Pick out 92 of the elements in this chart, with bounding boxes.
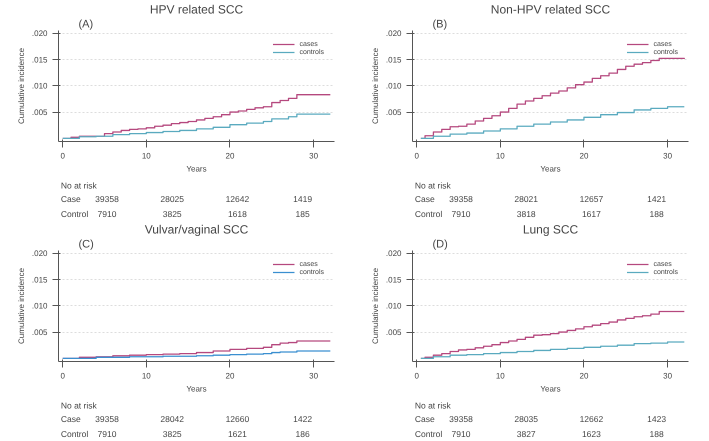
y-tick-label: .015 <box>386 55 402 64</box>
text: Control <box>60 428 88 439</box>
text: 1623 <box>582 428 602 439</box>
x-tick-label: 30 <box>309 152 319 160</box>
text: 188 <box>650 208 664 219</box>
text: 39358 <box>449 414 474 424</box>
chart-title: Non-HPV related SCC <box>490 2 611 16</box>
x-axis-title: Years <box>540 164 561 174</box>
text: Case <box>414 194 435 204</box>
x-tick-label: 0 <box>414 372 420 380</box>
text: 3827 <box>516 428 536 439</box>
y-tick-label: .020 <box>32 249 48 258</box>
x-axis-title: Years <box>186 384 207 394</box>
y-tick-label: .020 <box>386 249 402 258</box>
x-axis-title: Years <box>540 384 561 394</box>
chart-title: Lung SCC <box>522 222 579 236</box>
chart-subtitle: (D) <box>432 238 448 250</box>
text: 12642 <box>226 194 250 204</box>
text: 28025 <box>160 194 184 204</box>
y-tick-label: .015 <box>386 275 402 284</box>
y-tick-label: .010 <box>386 82 402 91</box>
y-tick-label: .010 <box>32 82 48 91</box>
chart-subtitle: (B) <box>432 18 448 30</box>
text: 7910 <box>98 428 117 439</box>
text: 185 <box>296 208 310 219</box>
text: Case <box>60 194 81 204</box>
chart-title: HPV related SCC <box>150 2 244 16</box>
x-axis-title: Years <box>186 164 207 174</box>
x-tick-label: 30 <box>663 372 673 380</box>
y-tick-label: .010 <box>386 302 402 311</box>
x-tick-label: 0 <box>60 372 66 380</box>
text: 186 <box>296 428 310 439</box>
x-tick-label: 20 <box>580 372 589 380</box>
text: 1419 <box>293 194 312 204</box>
y-axis-title: Cumulative incidence <box>16 267 26 344</box>
y-tick-label: .010 <box>32 302 48 311</box>
text: Control <box>414 208 442 219</box>
text: Control <box>414 428 442 439</box>
text: 12660 <box>226 414 250 424</box>
text: 39358 <box>95 194 120 204</box>
text: No at risk <box>414 180 452 190</box>
x-tick-label: 10 <box>496 372 506 380</box>
text: 28021 <box>514 194 538 204</box>
text: 12662 <box>580 414 604 424</box>
text: 7910 <box>98 208 117 219</box>
text: 28035 <box>514 414 538 424</box>
text: 39358 <box>95 414 120 424</box>
x-tick-label: 10 <box>142 372 152 380</box>
chart-title: Vulvar/vaginal SCC <box>144 222 249 236</box>
y-tick-label: .005 <box>386 108 402 118</box>
text: Case <box>60 414 81 424</box>
x-tick-label: 20 <box>226 152 235 160</box>
x-tick-label: 0 <box>60 152 66 160</box>
text: No at risk <box>414 400 452 410</box>
y-tick-label: .005 <box>386 328 402 338</box>
y-tick-label: .020 <box>32 29 48 38</box>
y-axis-title: Cumulative incidence <box>370 47 380 124</box>
text: 3825 <box>162 208 182 219</box>
text: No at risk <box>60 180 98 190</box>
x-tick-label: 30 <box>309 372 319 380</box>
text: 1617 <box>582 208 602 219</box>
text: 7910 <box>452 428 471 439</box>
text: Case <box>414 414 435 424</box>
x-tick-label: 30 <box>663 152 673 160</box>
y-tick-label: .020 <box>386 29 402 38</box>
text: 188 <box>650 428 664 439</box>
text: 1423 <box>647 414 666 424</box>
text: No at risk <box>60 400 98 410</box>
y-tick-label: .005 <box>32 328 48 338</box>
chart-subtitle: (A) <box>78 18 94 30</box>
x-tick-label: 20 <box>580 152 589 160</box>
text: 1421 <box>647 194 666 204</box>
text: 12657 <box>580 194 604 204</box>
text: 1422 <box>293 414 312 424</box>
y-axis-title: Cumulative incidence <box>370 267 380 344</box>
y-tick-label: .015 <box>32 55 48 64</box>
text: 3818 <box>516 208 536 219</box>
x-tick-label: 0 <box>414 152 420 160</box>
y-axis-title: Cumulative incidence <box>16 47 26 124</box>
text: 1618 <box>228 208 248 219</box>
x-tick-label: 10 <box>496 152 506 160</box>
text: 28042 <box>160 414 184 424</box>
text: 7910 <box>452 208 471 219</box>
chart-subtitle: (C) <box>78 238 94 250</box>
text: 3825 <box>162 428 182 439</box>
x-tick-label: 20 <box>226 372 235 380</box>
text: 39358 <box>449 194 474 204</box>
y-tick-label: .005 <box>32 108 48 118</box>
text: 1621 <box>228 428 248 439</box>
y-tick-label: .015 <box>32 275 48 284</box>
text: Control <box>60 208 88 219</box>
x-tick-label: 10 <box>142 152 152 160</box>
